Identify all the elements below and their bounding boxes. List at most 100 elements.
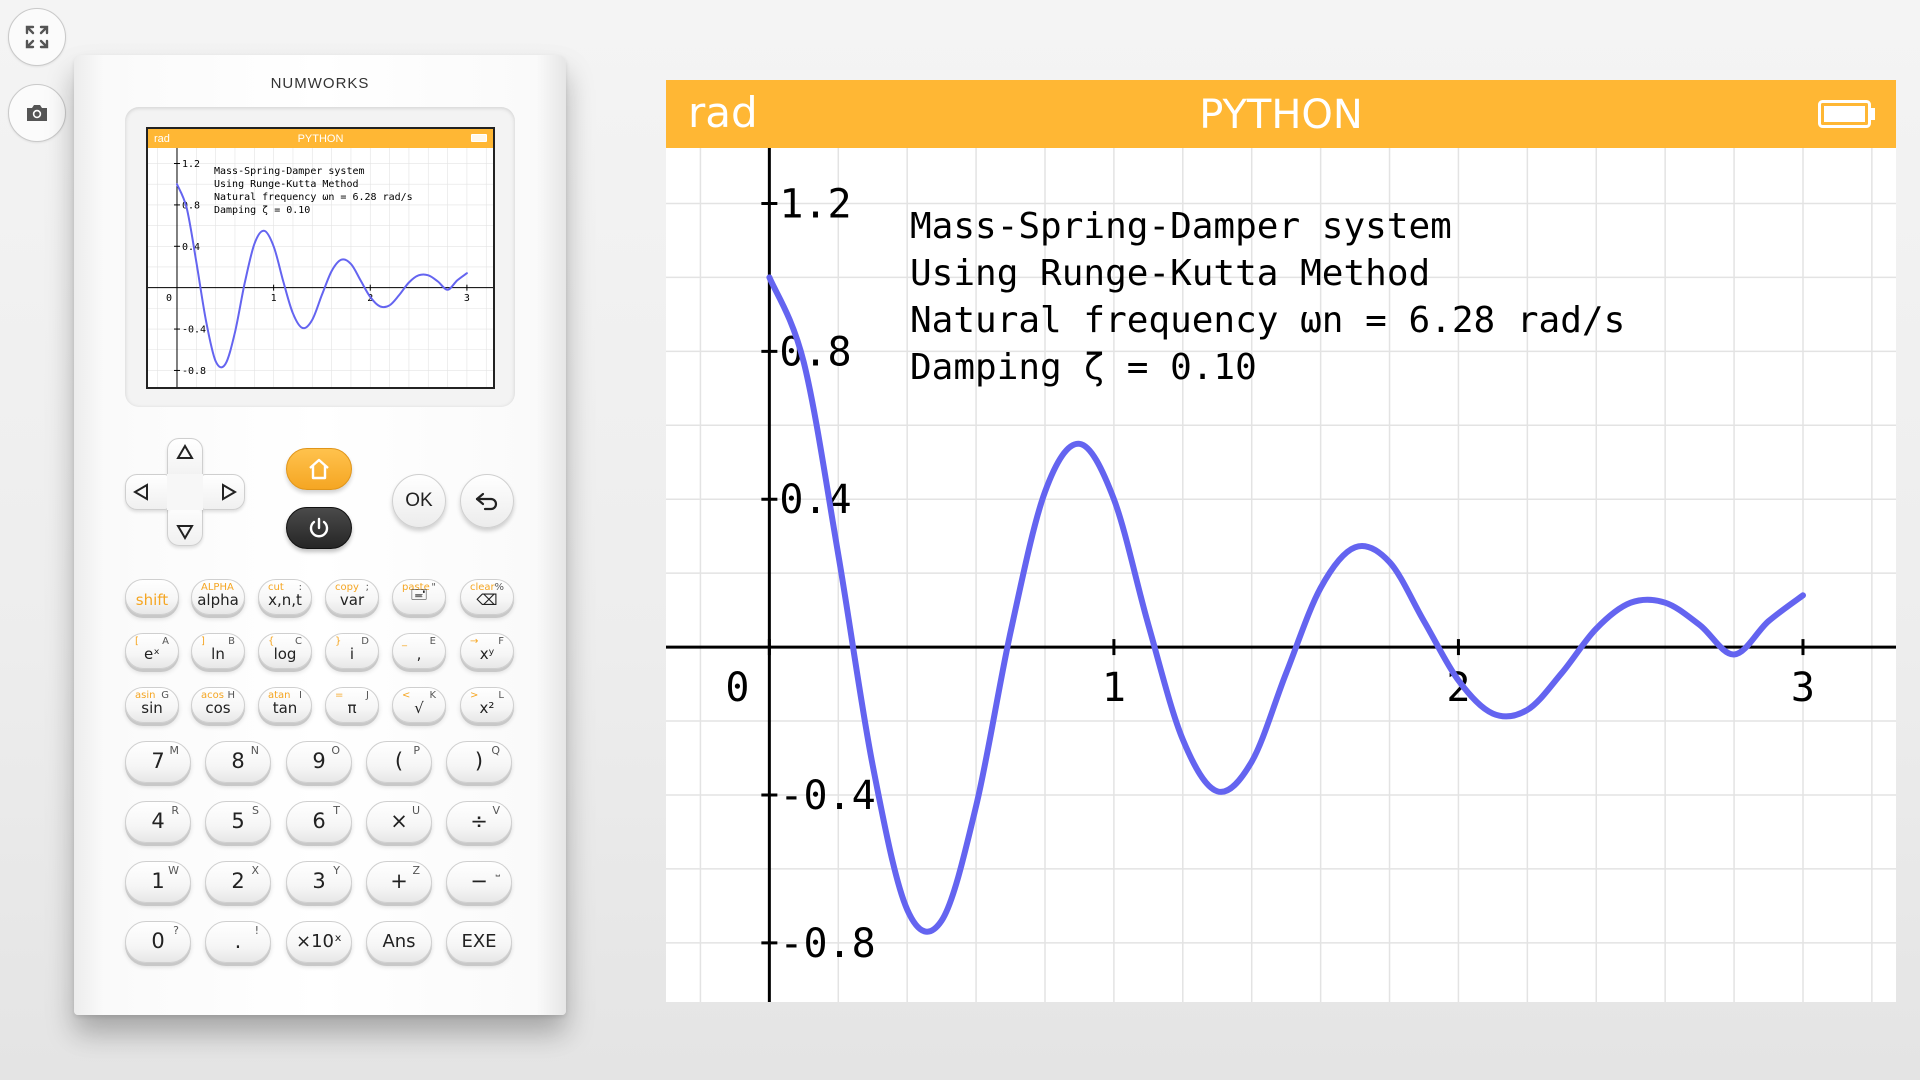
home-button[interactable]: [286, 448, 352, 490]
key-num-2-4[interactable]: ⎵ −: [446, 861, 512, 903]
key-row3-4[interactable]: < K √: [392, 687, 446, 723]
key-alpha-label: L: [498, 690, 504, 701]
key-label: Ans: [382, 931, 416, 952]
key-label: +: [390, 869, 408, 893]
x-tick-label: 3: [1791, 665, 1815, 711]
brand-logo: NUMWORKS: [270, 75, 370, 92]
screen-text-line: Damping ζ = 0.10: [214, 205, 310, 216]
key-alpha-label: O: [331, 744, 340, 757]
screen-text-line: Damping ζ = 0.10: [910, 347, 1257, 388]
key-label: π: [347, 699, 357, 717]
ok-button[interactable]: OK: [392, 474, 446, 528]
key-num-0-4[interactable]: Q): [446, 741, 512, 783]
key-alt-label: cut: [268, 582, 284, 593]
screen-text-line: Natural frequency ωn = 6.28 rad/s: [910, 300, 1625, 341]
key-row1-4[interactable]: paste " 🖃: [392, 579, 446, 615]
key-alpha-label: T: [333, 804, 340, 817]
screen-text-line: Mass-Spring-Damper system: [910, 206, 1452, 247]
dpad-center: [167, 474, 203, 510]
screen-text-line: Using Runge-Kutta Method: [910, 253, 1430, 294]
power-button[interactable]: [286, 507, 352, 549]
key-alt-label: paste: [402, 582, 430, 593]
key-alpha-label: X: [251, 864, 259, 877]
key-row1-1[interactable]: ALPHA alpha: [191, 579, 245, 615]
key-alpha-label: R: [171, 804, 179, 817]
key-alpha-label: Y: [333, 864, 340, 877]
key-alt-label: clear: [470, 582, 495, 593]
key-label: 6: [312, 809, 326, 833]
home-icon: [309, 458, 329, 480]
key-num-3-1[interactable]: !.: [205, 921, 271, 963]
key-label: (: [394, 749, 404, 773]
key-row1-2[interactable]: cut: x,n,t: [258, 579, 312, 615]
key-alpha-label: J: [366, 690, 369, 701]
x-tick-label: 1: [1102, 665, 1126, 711]
key-label: 9: [312, 749, 326, 773]
mini-status-bar: rad PYTHON: [148, 129, 493, 148]
y-tick-label: 0.8: [182, 200, 200, 211]
key-alpha-label: !: [254, 924, 259, 937]
key-alt-label: asin: [135, 690, 156, 701]
key-alpha-label: W: [168, 864, 179, 877]
key-alpha-label: E: [429, 636, 436, 647]
back-button[interactable]: [460, 474, 514, 528]
key-num-3-4[interactable]: EXE: [446, 921, 512, 963]
key-row1-3[interactable]: copy; var: [325, 579, 379, 615]
x-tick-label: 0: [166, 293, 172, 304]
key-row1-0[interactable]: shift: [125, 579, 179, 615]
y-tick-label: -0.8: [779, 921, 875, 967]
camera-icon: [27, 105, 47, 121]
mini-plot: 0 1 2 3 -0.8 -0.4 0.4 0.8 1.2 Mass-Spring-Damper …: [148, 148, 493, 387]
mini-angle-mode: rad: [154, 132, 170, 145]
y-tick-label: 0.8: [779, 329, 851, 375]
key-label: .: [234, 929, 242, 953]
key-num-0-3[interactable]: P(: [366, 741, 432, 783]
key-label: x,n,t: [268, 591, 302, 609]
key-num-3-0[interactable]: ? 0: [125, 921, 191, 963]
key-label: var: [339, 591, 365, 609]
key-label: 2: [231, 869, 245, 893]
y-tick-label: 1.2: [182, 159, 200, 170]
key-row2-4[interactable]: _ E,: [392, 633, 446, 669]
key-alpha-label: Z: [412, 864, 420, 877]
key-num-1-3[interactable]: U ×: [366, 801, 432, 843]
key-num-3-2[interactable]: ×10ˣ: [286, 921, 352, 963]
x-tick-label: 3: [464, 293, 470, 304]
battery-icon: [1818, 100, 1875, 128]
dpad-right[interactable]: [201, 474, 245, 510]
key-num-1-4[interactable]: V ÷: [446, 801, 512, 843]
key-alt-label: [: [135, 636, 139, 647]
key-alt-label: {: [268, 636, 275, 647]
key-alpha-label: ;: [365, 582, 369, 593]
screenshot-button[interactable]: [8, 84, 66, 142]
key-alpha-label: Q: [491, 744, 500, 757]
fullscreen-button[interactable]: [8, 8, 66, 66]
x-tick-label: 2: [367, 293, 373, 304]
fullscreen-expand-icon: [25, 25, 49, 49]
key-num-2-3[interactable]: Z +: [366, 861, 432, 903]
key-alt-label: acos: [201, 690, 224, 701]
key-label: 4: [151, 809, 165, 833]
key-label: shift: [135, 591, 169, 609]
key-row1-5[interactable]: clear% ⌫: [460, 579, 514, 615]
key-num-3-3[interactable]: Ans: [366, 921, 432, 963]
